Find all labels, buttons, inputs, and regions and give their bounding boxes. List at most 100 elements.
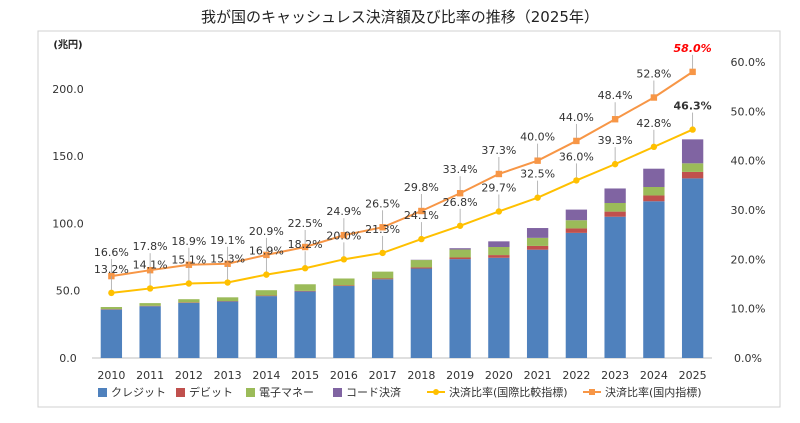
point-label: 44.0%: [559, 111, 594, 124]
right-tick-label: 10.0%: [731, 303, 766, 316]
x-tick-label: 2015: [291, 369, 319, 382]
point-label: 37.3%: [481, 144, 516, 157]
right-tick-label: 20.0%: [731, 253, 766, 266]
bar-segment: [488, 255, 509, 258]
x-tick-label: 2016: [330, 369, 358, 382]
x-tick-label: 2024: [640, 369, 668, 382]
point-label: 46.3%: [674, 100, 712, 113]
legend-swatch-marker: [589, 389, 595, 395]
x-tick-label: 2023: [601, 369, 629, 382]
line-point: [108, 290, 114, 296]
bar-segment: [449, 250, 470, 258]
point-label: 22.5%: [288, 217, 323, 230]
left-tick-label: 150.0: [52, 150, 84, 163]
bar-segment: [527, 250, 548, 358]
bar-segment: [294, 291, 315, 358]
bar-segment: [101, 310, 122, 358]
bar-group: [101, 139, 704, 358]
legend-label: クレジット: [111, 386, 166, 399]
bar-segment: [411, 269, 432, 358]
bar-segment: [682, 163, 703, 172]
legend-label: 決済比率(国内指標): [605, 385, 702, 399]
legend-label: 電子マネー: [259, 386, 314, 399]
x-tick-label: 2019: [446, 369, 474, 382]
legend: クレジットデビット電子マネーコード決済決済比率(国際比較指標)決済比率(国内指標…: [98, 385, 702, 399]
bar-segment: [643, 195, 664, 201]
bar-segment: [682, 178, 703, 358]
point-label: 33.4%: [443, 163, 478, 176]
line-point: [496, 171, 502, 177]
bar-segment: [139, 306, 160, 358]
point-label: 52.8%: [636, 68, 671, 81]
point-label: 29.7%: [481, 181, 516, 194]
point-label: 24.1%: [404, 209, 439, 222]
legend-swatch-marker: [433, 389, 439, 395]
point-label: 16.6%: [94, 246, 129, 259]
point-label: 24.9%: [326, 205, 361, 218]
bar-segment: [488, 247, 509, 255]
bar-segment: [527, 238, 548, 246]
point-label: 18.9%: [171, 235, 206, 248]
bar-segment: [333, 286, 354, 358]
left-tick-label: 0.0: [59, 352, 77, 365]
bar-segment: [527, 246, 548, 250]
bar-segment: [566, 210, 587, 221]
x-tick-label: 2014: [252, 369, 280, 382]
bar-segment: [372, 272, 393, 279]
bar-segment: [256, 296, 277, 358]
bar-segment: [682, 172, 703, 178]
point-label: 48.4%: [598, 89, 633, 102]
point-label: 29.8%: [404, 181, 439, 194]
point-label: 40.0%: [520, 131, 555, 144]
point-label: 20.9%: [249, 225, 284, 238]
line-point: [689, 69, 695, 75]
x-tick-label: 2012: [175, 369, 203, 382]
point-label: 36.0%: [559, 150, 594, 163]
bar-segment: [449, 248, 470, 249]
line-point: [379, 250, 385, 256]
bar-segment: [566, 233, 587, 358]
right-tick-label: 40.0%: [731, 155, 766, 168]
line-point: [263, 271, 269, 277]
line-point: [534, 157, 540, 163]
bar-segment: [488, 241, 509, 247]
bar-segment: [294, 284, 315, 291]
x-tick-label: 2011: [136, 369, 164, 382]
left-axis-unit: (兆円): [53, 38, 82, 51]
line-point: [457, 223, 463, 229]
point-label: 42.8%: [636, 117, 671, 130]
bar-segment: [527, 228, 548, 238]
legend-swatch: [333, 388, 342, 397]
line-point: [651, 144, 657, 150]
x-tick-label: 2010: [97, 369, 125, 382]
line-point: [573, 138, 579, 144]
line-point: [496, 208, 502, 214]
line-point: [651, 94, 657, 100]
line-point: [612, 116, 618, 122]
chart-title: 我が国のキャッシュレス決済額及び比率の推移（2025年）: [201, 8, 599, 26]
point-label: 17.8%: [133, 240, 168, 253]
bar-segment: [449, 259, 470, 358]
bar-segment: [101, 307, 122, 309]
line-point: [573, 177, 579, 183]
bar-segment: [411, 260, 432, 267]
bar-segment: [604, 217, 625, 358]
right-tick-label: 60.0%: [731, 56, 766, 69]
point-label: 19.1%: [210, 234, 245, 247]
line-point: [186, 280, 192, 286]
bar-segment: [217, 297, 238, 301]
left-tick-label: 100.0: [52, 217, 84, 230]
right-tick-label: 50.0%: [731, 105, 766, 118]
legend-swatch: [98, 388, 107, 397]
x-tick-label: 2013: [214, 369, 242, 382]
point-label: 39.3%: [598, 134, 633, 147]
bar-segment: [449, 257, 470, 259]
line-point: [224, 279, 230, 285]
point-label: 32.5%: [520, 168, 555, 181]
bar-segment: [178, 299, 199, 302]
x-tick-label: 2018: [407, 369, 435, 382]
point-label: 58.0%: [674, 42, 712, 55]
